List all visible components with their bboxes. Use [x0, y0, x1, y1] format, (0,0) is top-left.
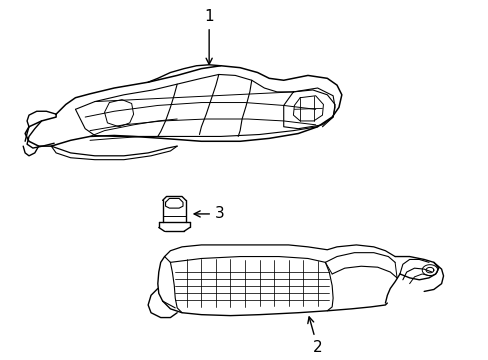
Text: 3: 3	[194, 206, 224, 221]
Text: 1: 1	[204, 9, 214, 64]
Text: 2: 2	[307, 317, 322, 355]
